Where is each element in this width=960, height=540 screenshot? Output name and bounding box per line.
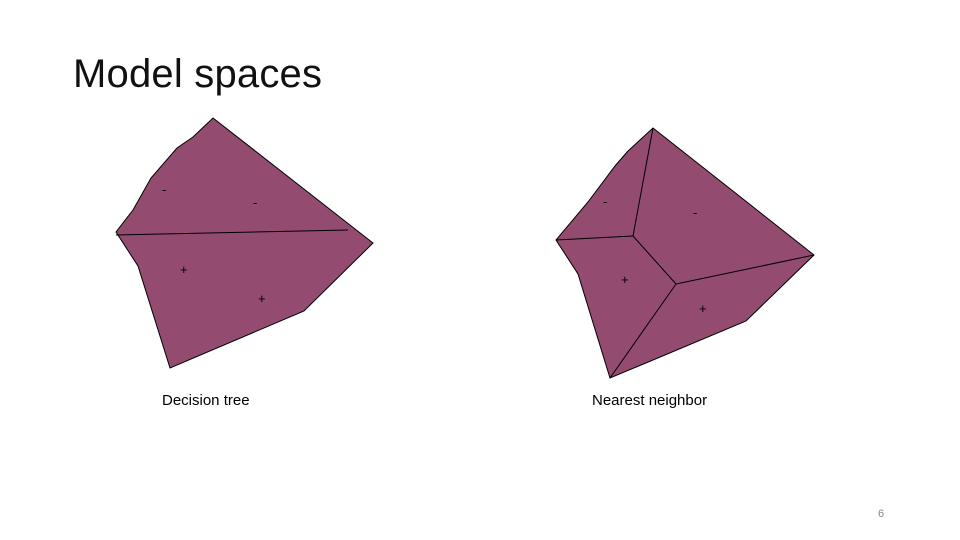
nearest-neighbor-label-plus-2: +	[699, 301, 707, 316]
slide-title: Model spaces	[73, 52, 323, 96]
decision-tree-label-minus-1: -	[162, 182, 166, 197]
decision-tree-caption: Decision tree	[162, 392, 250, 409]
decision-tree-region-shape	[115, 117, 374, 369]
decision-tree-label-minus-2: -	[253, 195, 257, 210]
voronoi-edge-1	[632, 127, 654, 237]
nearest-neighbor-diagram: - - + +	[555, 127, 815, 379]
decision-tree-split-line	[115, 229, 349, 236]
nearest-neighbor-caption: Nearest neighbor	[592, 392, 708, 409]
decision-tree-label-plus-1: +	[180, 262, 188, 277]
decision-tree-label-plus-2: +	[258, 291, 266, 306]
nearest-neighbor-label-minus-1: -	[603, 194, 607, 209]
voronoi-edge-4	[675, 254, 815, 285]
nearest-neighbor-region-shape	[555, 127, 815, 379]
decision-tree-diagram: - - + +	[115, 117, 374, 369]
page-number: 6	[878, 508, 885, 520]
voronoi-edge-5	[609, 283, 677, 379]
voronoi-edge-3	[632, 235, 677, 285]
nearest-neighbor-label-minus-2: -	[693, 205, 697, 220]
voronoi-edge-2	[555, 235, 634, 241]
nearest-neighbor-label-plus-1: +	[621, 272, 629, 287]
